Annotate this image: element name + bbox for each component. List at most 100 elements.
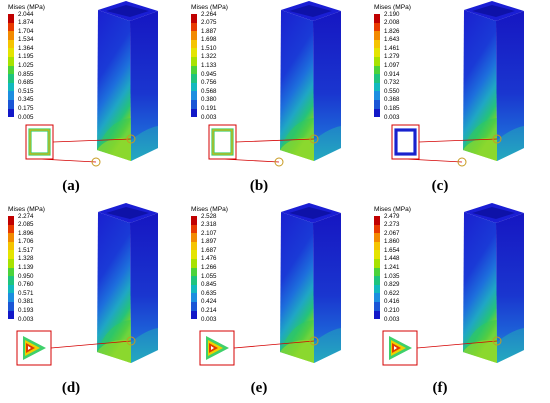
legend-swatch [8, 267, 14, 277]
legend-tick-label: 1.897 [201, 238, 217, 246]
legend-swatch [374, 276, 380, 285]
legend-swatch [374, 65, 380, 75]
column-side-face [496, 213, 524, 363]
legend-tick-label: 2.264 [201, 10, 217, 18]
legend-swatch [8, 258, 14, 268]
corner-marker [457, 157, 467, 167]
legend-swatch [8, 22, 14, 32]
legend-swatch [374, 99, 380, 109]
legend-swatch [8, 14, 14, 23]
column-model [391, 1, 524, 167]
legend-swatch [374, 74, 380, 83]
panel-caption: (e) [250, 380, 268, 396]
corner-marker [126, 336, 136, 346]
legend-tick-label: 0.368 [384, 96, 400, 104]
legend-swatch [8, 310, 14, 320]
panel-f: Mises (MPa) 2.479 2.273 2.067 1.860 1.654 1.44… [366, 202, 549, 403]
legend-tick-label: 0.416 [384, 298, 400, 306]
legend-swatch [8, 250, 14, 259]
panel-caption: (c) [431, 178, 449, 194]
legend-swatch [8, 91, 14, 100]
panel-caption: (a) [62, 178, 80, 194]
legend-swatch [8, 301, 14, 311]
legend-tick-label: 1.055 [201, 272, 217, 280]
legend-title: Mises (MPa) [374, 4, 411, 11]
legend-swatch [8, 284, 14, 294]
legend-colorbar [191, 14, 197, 118]
legend-title: Mises (MPa) [191, 206, 228, 213]
legend-swatch [191, 233, 197, 242]
legend-tick-label: 1.874 [18, 19, 34, 27]
legend-swatch [191, 65, 197, 75]
panel-d: Mises (MPa) 2.274 2.085 1.896 1.706 1.517 1.32… [0, 202, 183, 403]
legend-tick-label: 0.003 [201, 113, 217, 121]
legend-tick-labels: 2.274 2.085 1.896 1.706 1.517 1.328 1.139 0.950… [18, 213, 33, 325]
legend-swatch [191, 310, 197, 320]
legend-tick-label: 0.193 [18, 307, 34, 315]
legend-swatch [191, 250, 197, 259]
legend-swatch [8, 82, 14, 92]
legend-title: Mises (MPa) [374, 206, 411, 213]
legend-tick-label: 2.044 [18, 10, 34, 18]
legend-tick-labels: 2.528 2.318 2.107 1.897 1.687 1.476 1.266 1.055… [201, 213, 216, 325]
legend-swatch [374, 224, 380, 234]
corner-marker [126, 134, 136, 144]
legend-swatch [374, 241, 380, 251]
panel-caption: (f) [432, 380, 448, 396]
legend-colorbar [191, 216, 197, 320]
legend-tick-label: 0.003 [18, 315, 34, 323]
legend-swatch [374, 56, 380, 66]
legend-tick-label: 1.860 [384, 238, 400, 246]
legend-tick-label: 2.067 [384, 229, 400, 237]
legend-swatch [374, 293, 380, 302]
column-side-face [130, 213, 158, 363]
legend-swatch [8, 233, 14, 242]
legend-tick-label: 1.510 [201, 44, 217, 52]
legend-tick-label: 1.097 [384, 62, 400, 70]
legend-swatch [8, 241, 14, 251]
callout-leader-line [52, 138, 132, 143]
legend-tick-label: 0.003 [201, 315, 217, 323]
column-model [25, 1, 158, 167]
legend-tick-label: 1.448 [384, 255, 400, 263]
legend-colorbar [8, 14, 14, 118]
legend-tick-label: 0.175 [18, 105, 34, 113]
legend-swatch [191, 258, 197, 268]
legend-tick-label: 1.643 [384, 36, 400, 44]
legend-tick-label: 0.756 [201, 79, 217, 87]
legend-tick-label: 0.380 [201, 96, 217, 104]
legend-tick-label: 1.025 [18, 62, 34, 70]
panel-caption: (d) [61, 380, 81, 396]
legend-swatch [8, 293, 14, 302]
legend-swatch [374, 267, 380, 277]
legend-swatch [8, 276, 14, 285]
legend-tick-label: 2.190 [384, 10, 400, 18]
legend-tick-label: 0.950 [18, 272, 34, 280]
legend-swatch [191, 108, 197, 118]
legend-swatch [191, 31, 197, 40]
legend-swatch [374, 233, 380, 242]
legend-tick-label: 1.476 [201, 255, 217, 263]
legend-tick-labels: 2.264 2.075 1.887 1.698 1.510 1.322 1.133 0.945… [201, 11, 216, 123]
legend-swatch [191, 241, 197, 251]
legend-swatch [374, 91, 380, 100]
callout-leader-line [50, 340, 132, 349]
legend-swatch [191, 224, 197, 234]
legend-tick-label: 0.635 [201, 289, 217, 297]
legend-tick-label: 0.622 [384, 289, 400, 297]
legend-colorbar [374, 14, 380, 118]
legend-tick-label: 0.568 [201, 87, 217, 95]
corner-marker [309, 134, 319, 144]
legend-swatch [374, 14, 380, 23]
legend-tick-label: 1.654 [384, 246, 400, 254]
legend-tick-label: 1.706 [18, 238, 34, 246]
legend-tick-label: 1.364 [18, 44, 34, 52]
legend-swatch [8, 48, 14, 57]
legend-swatch [191, 39, 197, 49]
legend-tick-label: 0.210 [384, 307, 400, 315]
legend-tick-label: 1.035 [384, 272, 400, 280]
column-side-face [130, 11, 158, 161]
legend-swatch [374, 284, 380, 294]
legend-tick-label: 0.185 [384, 105, 400, 113]
legend-tick-label: 0.003 [384, 113, 400, 121]
